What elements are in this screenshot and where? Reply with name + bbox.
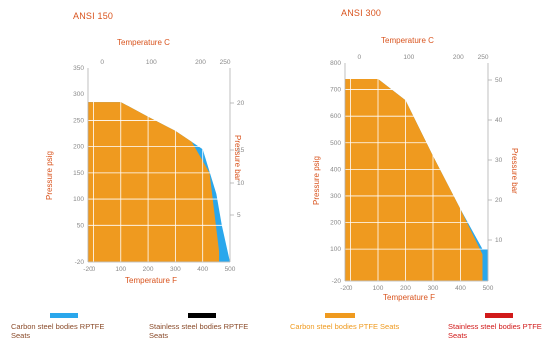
y2-tick-label: 30 <box>495 157 503 164</box>
x2-tick-label: 0 <box>100 59 104 66</box>
y-tick-label: 250 <box>73 117 84 124</box>
y-tick-label: 50 <box>77 222 85 229</box>
x-tick-label: 100 <box>115 266 126 273</box>
y-tick-label: 300 <box>73 91 84 98</box>
y-tick-label: 100 <box>330 246 341 253</box>
y2-tick-label: 5 <box>237 212 241 219</box>
x-tick-label: 400 <box>197 266 208 273</box>
y-tick-label: -20 <box>332 278 342 285</box>
y2-tick-label: 15 <box>237 147 245 154</box>
y2-tick-label: 10 <box>495 237 503 244</box>
x-tick-label: 100 <box>373 285 384 292</box>
legend-swatch-carbon-ptfe <box>325 313 355 318</box>
y2-tick-label: 10 <box>237 180 245 187</box>
x-axis-title: Temperature F <box>383 293 436 302</box>
legend-swatch-carbon-rptfe <box>50 313 78 318</box>
y2-tick-label: 40 <box>495 117 503 124</box>
y-tick-label: 150 <box>73 170 84 177</box>
y-tick-label: -20 <box>75 259 85 266</box>
legend-label-stainless-ptfe: Stainless steel bodies PTFE Seats <box>448 322 542 340</box>
x2-tick-label: 200 <box>453 54 464 61</box>
y-tick-label: 300 <box>330 193 341 200</box>
x-tick-label: 0 <box>92 266 96 273</box>
legend-label-stainless-rptfe: Stainless steel bodies RPTFE Seats <box>149 322 249 340</box>
x2-tick-label: 250 <box>220 59 231 66</box>
x2-tick-label: 200 <box>195 59 206 66</box>
x-tick-label: -20 <box>340 285 350 292</box>
x-tick-label: 300 <box>428 285 439 292</box>
y-tick-label: 350 <box>73 65 84 72</box>
chart-title-ansi-150: ANSI 150 <box>73 11 114 21</box>
y-tick-label: 400 <box>330 166 341 173</box>
x-tick-label: 500 <box>483 285 494 292</box>
x-tick-label: -20 <box>83 266 93 273</box>
chart-title-ansi-300: ANSI 300 <box>341 8 382 18</box>
x-tick-label: 300 <box>170 266 181 273</box>
legend-swatch-stainless-ptfe <box>485 313 513 318</box>
y2-tick-label: 50 <box>495 77 503 84</box>
x2-tick-label: 100 <box>146 59 157 66</box>
y-tick-label: 800 <box>330 60 341 67</box>
y-tick-label: 200 <box>330 220 341 227</box>
x-axis-title: Temperature F <box>125 276 178 285</box>
y-tick-label: 600 <box>330 113 341 120</box>
y2-tick-label: 20 <box>495 197 503 204</box>
y2-tick-label: 20 <box>237 100 245 107</box>
x-tick-label: 200 <box>143 266 154 273</box>
x2-axis-title: Temperature C <box>117 38 170 47</box>
legend-swatch-stainless-rptfe <box>188 313 216 318</box>
x-tick-label: 200 <box>400 285 411 292</box>
y-tick-label: 700 <box>330 87 341 94</box>
legend-label-carbon-rptfe: Carbon steel bodies RPTFE Seats <box>11 322 105 340</box>
y-tick-label: 200 <box>73 144 84 151</box>
x2-tick-label: 0 <box>357 54 361 61</box>
y-tick-label: 100 <box>73 196 84 203</box>
x-tick-label: 400 <box>455 285 466 292</box>
x2-tick-label: 250 <box>478 54 489 61</box>
x2-tick-label: 100 <box>403 54 414 61</box>
x2-axis-title: Temperature C <box>381 36 434 45</box>
legend-label-carbon-ptfe: Carbon steel bodies PTFE Seats <box>290 322 400 331</box>
x-tick-label: 0 <box>349 285 353 292</box>
y-tick-label: 500 <box>330 140 341 147</box>
series-area-carbon <box>345 78 483 281</box>
x-tick-label: 500 <box>225 266 236 273</box>
